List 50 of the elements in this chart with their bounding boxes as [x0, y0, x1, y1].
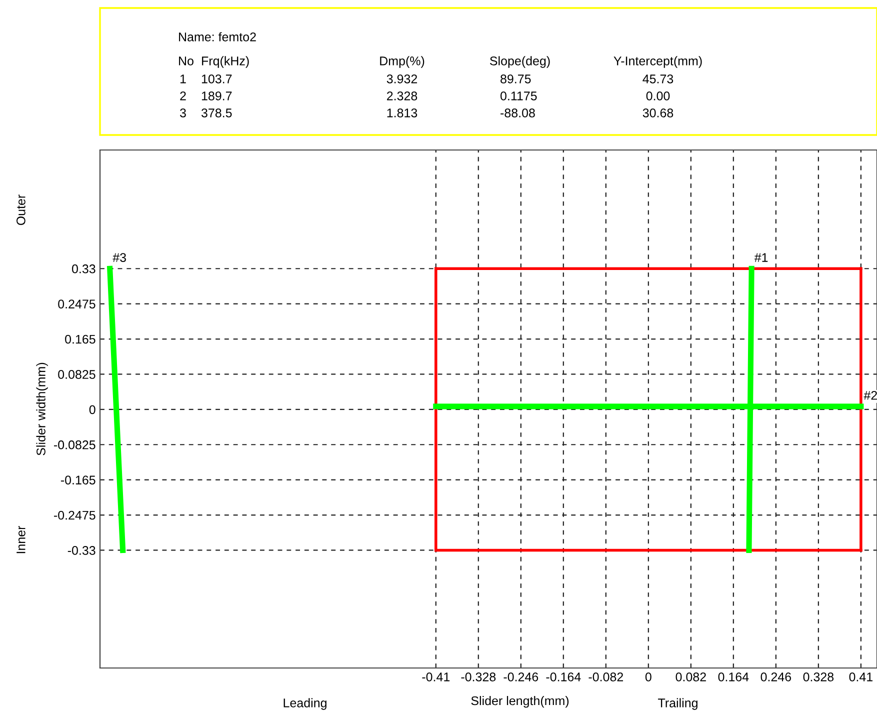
y-tick-label: -0.165	[60, 476, 96, 484]
text: 30.68	[642, 108, 674, 118]
y-tick-label: 0.165	[65, 334, 96, 344]
text: Leading	[284, 698, 326, 710]
text: Trailing	[658, 698, 698, 710]
text: Frq(kHz)	[202, 56, 249, 68]
y-tick-label: -0.0825	[54, 440, 96, 450]
text: 103.7	[202, 74, 232, 84]
x-tick-label: 0.246	[760, 672, 792, 682]
text: 0.00	[646, 92, 670, 100]
text: Dmp(%)	[380, 56, 424, 68]
text: 1	[180, 74, 186, 84]
text: Inner	[16, 526, 26, 554]
text: Name: femto2	[179, 32, 256, 42]
x-tick-label: -0.246	[504, 672, 538, 682]
y-tick-label: -0.2475	[54, 510, 96, 520]
text: 0.1175	[500, 92, 537, 100]
x-tick-label: 0.328	[803, 672, 834, 682]
annotation: #3	[112, 253, 126, 262]
text: 45.73	[642, 74, 674, 84]
text: Outer	[16, 194, 26, 226]
y-tick-label: 0.33	[72, 264, 96, 274]
x-tick-label: 0	[645, 672, 652, 682]
y-tick-label: 0.2475	[58, 300, 96, 308]
text: 89.75	[500, 74, 531, 84]
y-axis-title: Slider width(mm)	[36, 362, 48, 456]
text: Y-Intercept(mm)	[614, 56, 702, 68]
x-tick-label: -0.328	[461, 672, 496, 682]
annotation: #2	[864, 390, 877, 400]
y-tick-label: 0	[89, 405, 96, 414]
text: 2	[180, 92, 186, 100]
text: 3.932	[386, 74, 418, 84]
x-tick-label: -0.41	[422, 672, 450, 682]
text: 3	[180, 108, 186, 118]
y-tick-label: 0.0825	[58, 370, 96, 379]
x-axis-title: Slider length(mm)	[471, 696, 569, 708]
annotation: #1	[754, 253, 768, 262]
text: -88.08	[500, 108, 535, 118]
text: 1.813	[387, 108, 418, 118]
y-tick-label: -0.33	[68, 546, 96, 555]
x-tick-label: -0.164	[546, 672, 581, 682]
x-tick-label: 0.164	[718, 672, 749, 682]
text: 2.328	[386, 92, 418, 100]
text: Slope(deg)	[490, 56, 550, 68]
x-tick-label: 0.082	[676, 672, 706, 682]
text: No	[179, 56, 194, 66]
text: 378.5	[201, 108, 232, 118]
text: 189.7	[202, 92, 232, 100]
x-tick-label: 0.41	[849, 672, 872, 682]
x-tick-label: -0.082	[588, 672, 623, 682]
